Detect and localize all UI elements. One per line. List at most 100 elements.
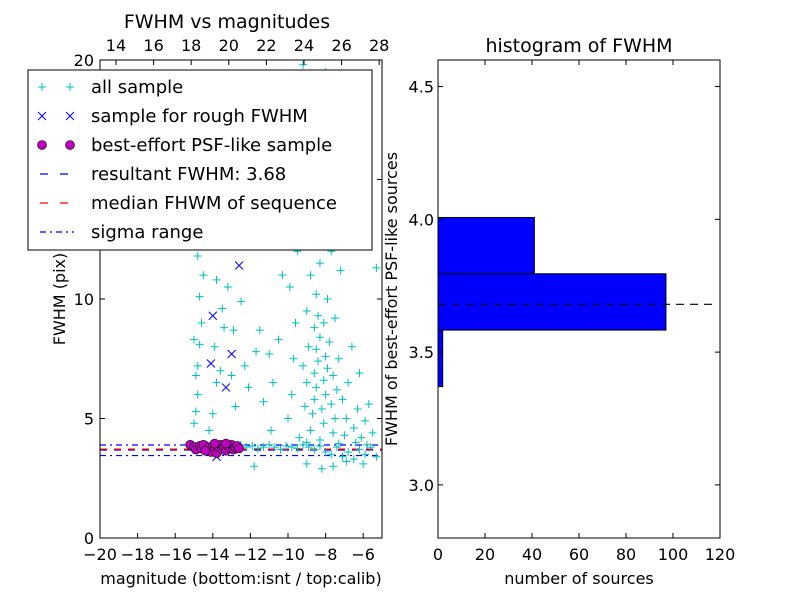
point-all-sample — [361, 450, 370, 459]
point-all-sample — [244, 383, 253, 392]
point-all-sample — [302, 459, 311, 468]
point-all-sample — [332, 385, 341, 394]
point-all-sample — [285, 283, 294, 292]
x-tick-label: −16 — [158, 545, 192, 564]
point-all-sample — [323, 295, 332, 303]
point-all-sample — [250, 462, 259, 471]
point-all-sample — [212, 378, 221, 387]
x-tick-label: −18 — [121, 545, 155, 564]
y-tick-label: 3.0 — [409, 476, 434, 495]
point-all-sample — [223, 283, 232, 292]
legend: all sample sample for rough FWHM best-effo… — [27, 69, 373, 251]
point-all-sample — [195, 340, 204, 349]
point-all-sample — [342, 414, 351, 423]
point-all-sample — [349, 424, 358, 433]
legend-label: best-effort PSF-like sample — [91, 135, 332, 156]
point-all-sample — [304, 342, 313, 351]
point-all-sample — [340, 431, 349, 440]
point-all-sample — [191, 371, 200, 380]
point-all-sample — [220, 323, 229, 332]
x-tick-label: 40 — [522, 545, 542, 564]
point-all-sample — [319, 419, 328, 428]
point-all-sample — [312, 345, 321, 354]
x-tick-label: 80 — [616, 545, 636, 564]
point-all-sample — [208, 409, 217, 418]
point-all-sample — [321, 390, 330, 399]
point-all-sample — [210, 342, 219, 351]
point-all-sample — [193, 361, 202, 370]
point-all-sample — [310, 445, 319, 454]
y-tick-label: 3.5 — [409, 343, 434, 362]
point-all-sample — [306, 426, 315, 435]
point-all-sample — [205, 426, 214, 435]
point-all-sample — [229, 326, 238, 335]
x-marker-icon — [65, 111, 75, 121]
point-all-sample — [299, 60, 308, 69]
point-all-sample — [349, 455, 358, 464]
legend-label: resultant FWHM: 3.68 — [91, 164, 286, 185]
point-all-sample — [265, 440, 274, 449]
top-tick-label: 24 — [294, 36, 314, 55]
point-all-sample — [362, 440, 371, 449]
top-tick-label: 26 — [331, 36, 351, 55]
point-all-sample — [216, 366, 225, 375]
histogram-bar — [437, 273, 667, 331]
point-psf-sample — [221, 438, 231, 449]
point-all-sample — [344, 378, 353, 387]
point-all-sample — [315, 333, 324, 342]
point-all-sample — [306, 271, 315, 280]
point-all-sample — [289, 354, 298, 363]
legend-entry: sample for rough FWHM — [37, 106, 308, 127]
point-psf-sample — [234, 443, 244, 454]
point-all-sample — [270, 443, 279, 452]
point-all-sample — [302, 438, 311, 447]
point-all-sample — [278, 271, 287, 280]
right-x-label: number of sources — [504, 569, 654, 588]
circle-marker-icon — [65, 140, 75, 150]
point-rough-sample — [208, 311, 218, 321]
point-all-sample — [259, 443, 268, 452]
point-psf-sample — [209, 438, 220, 449]
point-all-sample — [193, 390, 202, 399]
point-all-sample — [252, 347, 261, 356]
point-all-sample — [368, 428, 377, 437]
point-all-sample — [231, 402, 240, 411]
point-all-sample — [191, 407, 200, 416]
point-all-sample — [291, 318, 300, 327]
point-all-sample — [190, 419, 198, 428]
y-tick-label: 0 — [84, 529, 94, 548]
top-tick-label: 20 — [219, 36, 239, 55]
legend-entry: best-effort PSF-like sample — [37, 135, 332, 156]
point-all-sample — [329, 462, 338, 471]
x-tick-label: −14 — [196, 545, 230, 564]
histogram-plot: 0 20 40 60 80 100 120 3.0 3.5 4.0 4.5 — [409, 59, 735, 564]
point-all-sample — [314, 311, 323, 320]
point-all-sample — [372, 263, 381, 272]
histogram-bar — [437, 216, 535, 275]
point-all-sample — [327, 450, 336, 459]
point-all-sample — [332, 443, 341, 452]
point-all-sample — [308, 409, 317, 418]
top-tick-label: 14 — [106, 36, 126, 55]
histogram-bar — [437, 329, 444, 388]
point-all-sample — [325, 338, 334, 347]
point-all-sample — [314, 357, 323, 366]
point-all-sample — [193, 251, 202, 260]
point-all-sample — [321, 352, 330, 361]
point-all-sample — [248, 441, 257, 450]
legend-label: median FHWM of sequence — [91, 193, 337, 214]
point-all-sample — [282, 441, 291, 450]
point-psf-sample — [200, 445, 211, 456]
point-all-sample — [342, 457, 351, 466]
point-all-sample — [317, 404, 326, 413]
point-all-sample — [287, 443, 296, 452]
y-tick-label: 4.5 — [409, 78, 434, 97]
point-all-sample — [287, 390, 296, 399]
point-all-sample — [359, 459, 368, 468]
right-chart-title: histogram of FWHM — [485, 35, 672, 57]
point-all-sample — [344, 447, 353, 456]
point-all-sample — [336, 266, 345, 275]
plus-marker-icon — [38, 83, 46, 91]
point-all-sample — [295, 433, 304, 442]
x-tick-label: −12 — [234, 545, 268, 564]
